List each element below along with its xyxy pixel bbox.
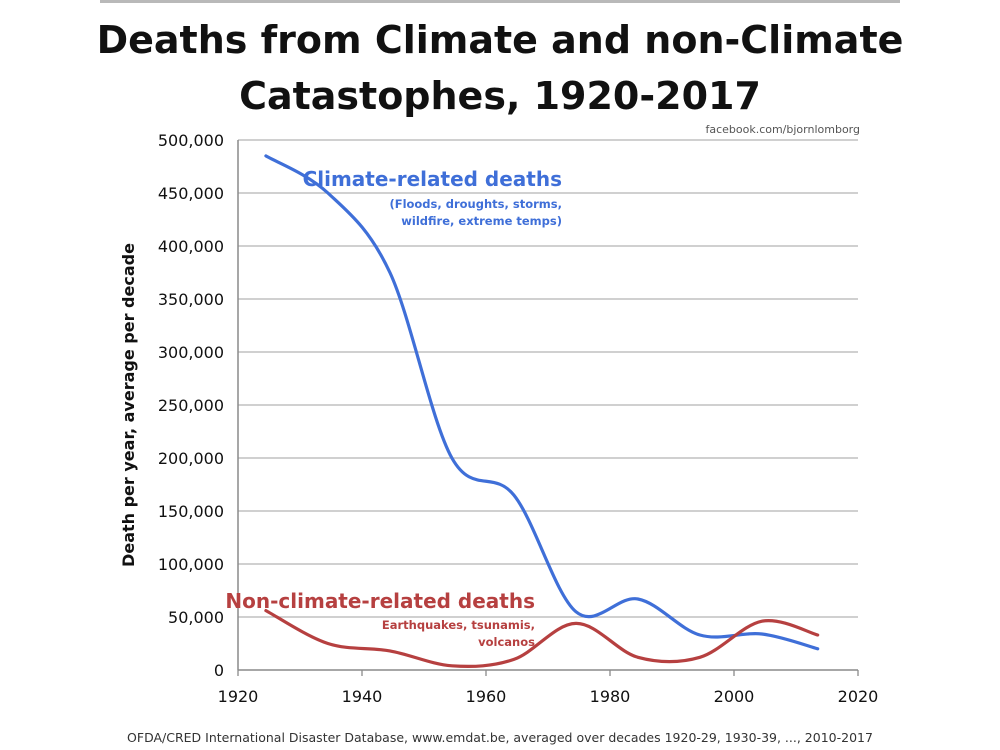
top-rule [100, 0, 900, 3]
axes [237, 140, 859, 676]
gridlines [238, 139, 858, 618]
non-climate-deaths-line [264, 609, 820, 668]
credit-text: facebook.com/bjornlomborg [705, 123, 860, 136]
climate-series-note-line2: wildfire, extreme temps) [401, 214, 562, 228]
chart-title-line2: Catastophes, 1920-2017 [239, 74, 761, 118]
y-axis-label: Death per year, average per decade [119, 243, 138, 567]
chart-title: Deaths from Climate and non-Climate Cata… [0, 12, 1000, 124]
x-tick-label: 2020 [838, 687, 879, 706]
non-climate-series-label: Non-climate-related deaths [225, 589, 535, 613]
climate-deaths-line [264, 154, 820, 651]
y-tick-label: 400,000 [158, 237, 224, 256]
y-tick-label: 100,000 [158, 555, 224, 574]
series-lines [264, 154, 820, 668]
y-tick-label: 50,000 [168, 608, 224, 627]
x-tick-label: 1940 [342, 687, 383, 706]
y-tick-label: 150,000 [158, 502, 224, 521]
non-climate-series-note-line2: volcanos [478, 635, 535, 649]
climate-series-note-line1: (Floods, droughts, storms, [389, 197, 562, 211]
y-tick-label: 450,000 [158, 184, 224, 203]
y-tick-label: 300,000 [158, 343, 224, 362]
y-tick-label: 500,000 [158, 131, 224, 150]
x-tick-label: 2000 [714, 687, 755, 706]
annotation-non-climate: Non-climate-related deaths Earthquakes, … [225, 589, 535, 649]
y-tick-label: 250,000 [158, 396, 224, 415]
non-climate-series-note-line1: Earthquakes, tsunamis, [382, 618, 535, 632]
y-tick-labels: 0 50,000 100,000 150,000 200,000 250,000 300,0… [158, 131, 224, 680]
x-tick-labels: 1920 1940 1960 1980 2000 2020 [218, 687, 879, 706]
y-tick-label: 0 [214, 661, 224, 680]
y-tick-label: 200,000 [158, 449, 224, 468]
chart-title-line1: Deaths from Climate and non-Climate [96, 18, 904, 62]
x-tick-label: 1960 [466, 687, 507, 706]
x-tick-label: 1920 [218, 687, 259, 706]
source-footnote: OFDA/CRED International Disaster Databas… [127, 730, 873, 745]
y-tick-label: 350,000 [158, 290, 224, 309]
x-tick-label: 1980 [590, 687, 631, 706]
annotation-climate: Climate-related deaths (Floods, droughts… [303, 167, 562, 228]
climate-series-label: Climate-related deaths [303, 167, 562, 191]
